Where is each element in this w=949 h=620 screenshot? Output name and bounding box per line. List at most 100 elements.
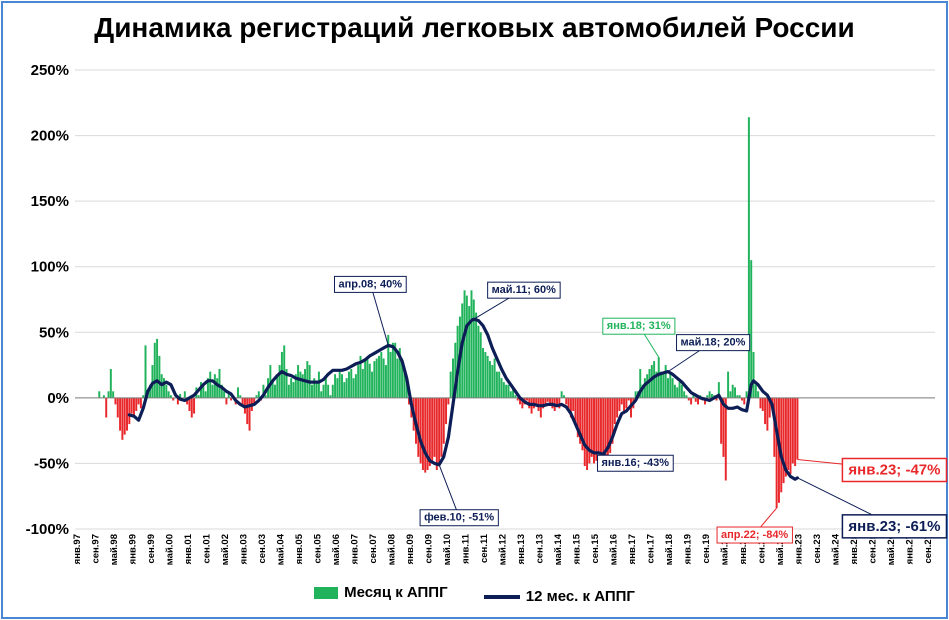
- annotation: янв.23; -61%: [797, 477, 948, 539]
- monthly-bar: [724, 397, 727, 481]
- monthly-bar: [720, 397, 723, 444]
- monthly-bar: [611, 397, 614, 444]
- monthly-bar: [493, 358, 496, 398]
- monthly-bar: [740, 397, 743, 401]
- monthly-bar: [498, 371, 501, 398]
- x-tick-label: янв.07: [350, 534, 361, 564]
- monthly-bar: [237, 387, 239, 398]
- monthly-bar: [105, 397, 108, 418]
- monthly-bar: [341, 374, 343, 398]
- x-tick-label: янв.05: [294, 533, 305, 564]
- monthly-bar: [616, 397, 619, 418]
- x-tick-label: май.26: [886, 534, 897, 565]
- monthly-bar: [784, 397, 787, 477]
- monthly-bar: [112, 391, 115, 398]
- monthly-bar: [359, 355, 362, 398]
- x-tick-label: сен.25: [867, 533, 878, 563]
- legend-label-annual: 12 мес. к АППГ: [525, 588, 635, 605]
- monthly-bar: [482, 348, 485, 398]
- monthly-bar: [426, 397, 429, 470]
- monthly-bar: [153, 342, 156, 398]
- monthly-bar: [683, 391, 686, 398]
- monthly-bar: [142, 395, 145, 398]
- monthly-bar: [290, 378, 293, 398]
- annotation: янв.23; -47%: [797, 457, 948, 483]
- monthly-bar: [292, 382, 295, 398]
- monthly-bar: [419, 397, 422, 464]
- monthly-bar: [660, 371, 663, 398]
- x-tick-label: сен.19: [701, 534, 712, 564]
- monthly-bar: [549, 397, 552, 405]
- monthly-bar: [253, 397, 256, 405]
- monthly-bar: [382, 358, 385, 398]
- x-tick-label: янв.97: [72, 534, 83, 564]
- monthly-bar: [479, 332, 482, 398]
- monthly-bar: [618, 397, 621, 411]
- monthly-bar: [223, 391, 226, 398]
- x-tick-label: май.10: [442, 534, 453, 565]
- monthly-bar: [408, 397, 411, 405]
- monthly-bar: [634, 391, 637, 398]
- monthly-bar: [738, 395, 741, 398]
- annotation-label: апр.08; 40%: [338, 278, 402, 290]
- legend-item-annual: 12 мес. к АППГ: [483, 588, 635, 605]
- monthly-bar: [204, 391, 207, 398]
- y-tick-label: 150%: [31, 193, 69, 210]
- monthly-bar: [558, 397, 561, 409]
- monthly-bar: [169, 395, 172, 398]
- monthly-bar: [687, 397, 690, 401]
- annotation-box: [716, 526, 793, 544]
- monthly-bar: [391, 342, 394, 398]
- monthly-bar: [301, 374, 304, 398]
- monthly-bar: [132, 397, 135, 418]
- monthly-bar: [757, 391, 760, 398]
- monthly-bar: [121, 397, 124, 440]
- monthly-bar: [623, 397, 626, 414]
- monthly-bar: [787, 397, 790, 470]
- monthly-bar: [186, 397, 189, 405]
- monthly-bar: [676, 387, 679, 398]
- monthly-bar: [322, 384, 325, 398]
- monthly-bar: [602, 397, 605, 470]
- monthly-bar: [599, 397, 602, 464]
- monthly-bar: [167, 391, 170, 398]
- monthly-bar: [331, 384, 334, 398]
- monthly-bar: [569, 397, 572, 418]
- monthly-bar: [310, 384, 313, 398]
- x-tick-label: янв.03: [239, 534, 250, 564]
- monthly-bar: [368, 363, 371, 398]
- monthly-bar: [694, 397, 697, 402]
- monthly-bar: [650, 365, 653, 398]
- x-tick-label: сен.27: [923, 534, 934, 564]
- x-tick-label: май.24: [830, 533, 841, 565]
- monthly-bar: [139, 397, 142, 409]
- x-tick-label: сен.99: [146, 534, 157, 564]
- monthly-bar: [764, 397, 767, 425]
- monthly-bar: [324, 378, 327, 398]
- monthly-bar: [225, 397, 228, 405]
- monthly-bar: [241, 397, 244, 405]
- x-tick-label: май.14: [553, 533, 564, 565]
- monthly-bar: [447, 397, 450, 405]
- annotation-label: май.18; 20%: [681, 337, 746, 349]
- monthly-bar: [107, 391, 110, 398]
- monthly-bar: [743, 397, 746, 405]
- monthly-bar: [299, 371, 302, 398]
- monthly-bar: [472, 299, 475, 398]
- monthly-bar: [200, 382, 202, 398]
- monthly-bar: [327, 384, 330, 398]
- monthly-bar: [431, 397, 434, 464]
- monthly-bar: [581, 397, 584, 451]
- monthly-bar: [156, 338, 159, 398]
- monthly-bar: [710, 393, 713, 398]
- annotation-box: [676, 334, 751, 352]
- monthly-bar: [230, 397, 233, 401]
- monthly-bar: [384, 365, 387, 398]
- monthly-bar: [747, 117, 750, 398]
- x-tick-label: сен.21: [756, 533, 767, 563]
- monthly-bar: [500, 378, 503, 398]
- monthly-bar: [343, 382, 346, 398]
- y-tick-label: 50%: [39, 324, 69, 341]
- x-tick-label: май.20: [719, 534, 730, 565]
- monthly-bar: [768, 397, 771, 418]
